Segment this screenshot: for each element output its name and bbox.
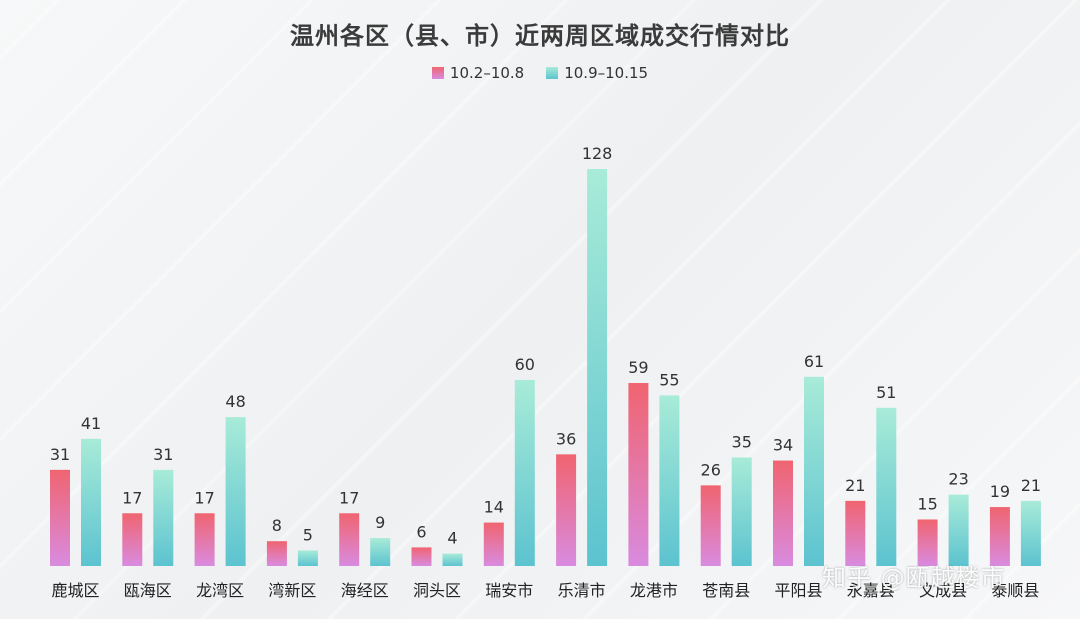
legend-label-series-1: 10.2–10.8 [449,64,525,82]
x-tick-label-12: 永嘉县 [847,581,895,600]
x-tick-label-10: 苍南县 [702,581,750,600]
bar-series-2-3 [225,417,246,566]
data-label-series-1-8: 36 [556,429,576,448]
x-tick-label-11: 平阳县 [774,581,822,600]
data-label-series-1-11: 34 [773,436,793,455]
bar-series-2-2 [153,469,174,566]
data-label-series-1-9: 59 [628,358,648,377]
data-label-series-2-12: 51 [876,383,896,402]
bar-series-1-11 [773,460,793,566]
bar-series-1-12 [845,500,866,566]
data-label-series-1-2: 17 [122,488,142,507]
data-label-series-2-1: 41 [81,414,101,433]
bar-series-2-9 [659,395,680,566]
data-label-series-2-4: 5 [303,525,313,544]
x-tick-label-2: 瓯海区 [124,581,172,600]
data-label-series-2-5: 9 [375,513,385,532]
data-label-series-2-11: 61 [804,352,824,371]
data-label-series-2-14: 21 [1021,476,1041,495]
bar-series-2-1 [81,438,101,566]
bar-series-1-7 [483,522,504,566]
bar-series-2-11 [804,376,824,566]
bar-series-2-12 [876,407,897,566]
bar-series-1-9 [628,383,649,566]
data-label-series-1-12: 21 [845,476,865,495]
data-label-series-2-8: 128 [582,144,613,163]
watermark-text: 知乎 @瓯越楼市 [822,564,1006,592]
bar-series-1-4 [266,541,287,566]
data-label-series-1-13: 15 [917,494,937,513]
x-tick-label-9: 龙港市 [630,581,678,600]
x-tick-label-4: 湾新区 [268,581,316,600]
bar-series-1-1 [50,469,70,566]
bar-series-2-4 [297,550,318,566]
bar-series-1-8 [556,454,577,566]
data-label-series-2-3: 48 [225,392,245,411]
x-tick-label-1: 鹿城区 [51,581,99,600]
x-tick-label-14: 泰顺县 [991,581,1039,600]
data-label-series-1-6: 6 [416,522,426,541]
bar-series-1-2 [122,513,143,566]
data-label-series-1-5: 17 [339,488,359,507]
bar-series-1-10 [700,485,721,566]
legend-label-series-2: 10.9–10.15 [564,64,649,82]
data-label-series-2-13: 23 [948,470,968,489]
bar-series-1-3 [194,513,215,566]
data-label-series-1-3: 17 [194,488,214,507]
x-tick-label-6: 洞头区 [413,581,461,600]
data-label-series-1-1: 31 [50,445,70,464]
legend-item-series-2: 10.9–10.15 [546,64,648,82]
data-label-series-1-4: 8 [272,516,282,535]
legend-swatch-series-2 [546,67,559,79]
chart-legend: 10.2–10.8 10.9–10.15 [0,64,1080,82]
bar-series-2-7 [514,379,535,566]
bar-series-2-8 [587,169,608,566]
bar-series-1-13 [917,519,938,566]
data-label-series-1-10: 26 [701,460,721,479]
legend-item-series-1: 10.2–10.8 [431,64,525,82]
data-label-series-2-9: 55 [659,370,679,389]
data-label-series-1-7: 14 [484,498,504,517]
x-tick-label-5: 海经区 [341,581,389,600]
data-label-series-2-2: 31 [153,445,173,464]
bar-series-2-6 [442,553,463,566]
bar-series-1-5 [339,513,360,566]
x-tick-label-3: 龙湾区 [196,581,244,600]
data-label-series-1-14: 19 [990,482,1010,501]
bar-series-2-10 [731,457,752,566]
bar-series-2-5 [370,538,391,566]
chart-title: 温州各区（县、市）近两周区域成交行情对比 [290,22,790,50]
data-label-series-2-7: 60 [515,355,535,374]
bar-series-1-14 [989,507,1010,566]
x-tick-label-8: 乐清市 [558,581,606,600]
data-label-series-2-6: 4 [447,529,457,548]
legend-swatch-series-1 [431,67,444,79]
bar-series-2-14 [1020,500,1041,566]
bar-series-2-13 [948,494,969,566]
bar-series-1-6 [411,547,432,566]
x-tick-label-13: 文成县 [919,581,967,600]
data-label-series-2-10: 35 [732,432,752,451]
x-tick-label-7: 瑞安市 [485,581,533,600]
